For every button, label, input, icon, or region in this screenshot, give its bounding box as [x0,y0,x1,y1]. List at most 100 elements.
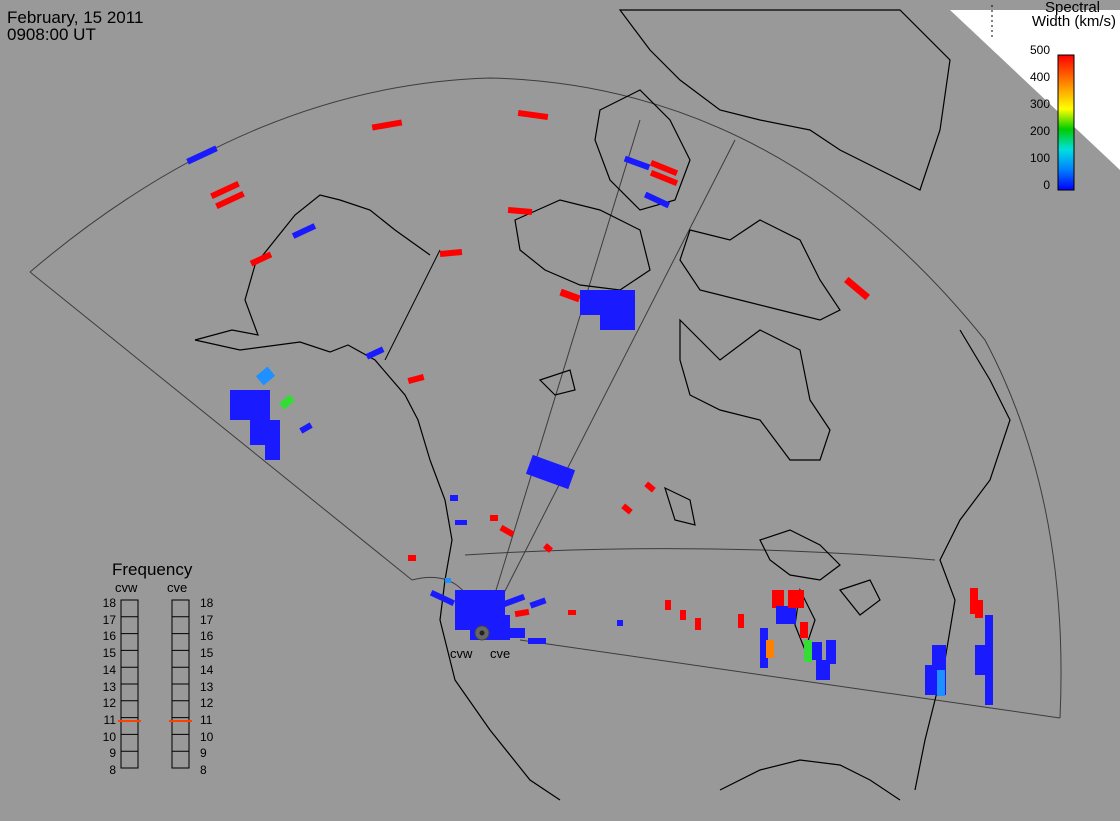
backscatter-cell [738,614,744,628]
coast-west [429,459,561,801]
radar-site-label-cve: cve [490,646,511,661]
great-lake-huron [838,579,881,616]
backscatter-cell [600,310,635,330]
coast-gulf [719,759,901,801]
backscatter-cell [816,660,830,680]
backscatter-cell [800,622,808,638]
freq-tick-right: 17 [200,612,214,627]
backscatter-cell [439,249,463,257]
backscatter-cell [665,600,671,610]
backscatter-cell [649,169,679,187]
freq-tick-right: 14 [200,662,214,677]
colorbar-tick: 400 [1029,70,1050,84]
fov-right-edge [519,639,1061,719]
backscatter-cell [772,590,784,608]
colorbar [1057,54,1075,191]
freq-tick-left: 15 [102,646,116,661]
backscatter-cell [255,366,276,386]
backscatter-cell [543,543,553,553]
backscatter-cell [249,251,273,267]
backscatter-cell [975,645,993,675]
colorbar-tick: 300 [1029,97,1050,111]
backscatter-cell [812,642,822,660]
great-lake-superior [759,529,841,581]
backscatter-cell [507,206,533,216]
freq-tick-right: 10 [200,729,214,744]
time-label: 0908:00 UT [7,25,96,44]
backscatter-cell [291,223,317,239]
freq-tick-right: 9 [200,746,207,761]
coast-hudson-bay [679,318,831,461]
coast-arctic-island-1 [514,199,651,291]
backscatter-cell [788,590,798,608]
freq-tick-left: 18 [102,596,116,610]
freq-tick-left: 8 [109,763,116,777]
backscatter-cell [450,495,458,501]
field-of-view [29,77,1062,719]
backscatter-cell [559,288,581,303]
border-alaska [384,249,441,361]
coastlines [194,9,1011,801]
coast-east [914,329,1011,791]
backscatter-cell [776,606,796,624]
backscatter-cell [529,597,547,609]
backscatter-cell [490,515,498,521]
backscatter-cell [186,145,218,165]
freq-radar-label-cvw: cvw [115,580,138,595]
date-label: February, 15 2011 [7,8,144,27]
beam-divider-1 [481,139,736,637]
backscatter-cell [649,159,679,177]
fov-outer-arc [29,77,1062,719]
backscatter-cell [230,390,270,420]
backscatter-cell [617,620,623,626]
freq-tick-right: 13 [200,679,214,694]
great-bear-lake [538,369,576,396]
freq-radar-label-cve: cve [167,580,188,595]
backscatter-cell [499,524,515,538]
backscatter-cell [695,618,701,630]
freq-tick-left: 12 [102,696,116,711]
backscatter-cell [844,276,870,301]
backscatter-cell [975,600,983,618]
freq-tick-right: 11 [200,712,213,727]
backscatter-cell [568,610,576,615]
projection-corner [950,10,1120,170]
backscatter-cell [210,180,240,200]
backscatter-cell [445,578,451,583]
backscatter-cell [429,589,456,607]
freq-tick-right: 8 [200,763,207,777]
backscatter-cell [299,422,313,434]
backscatter-cell [804,640,812,662]
freq-tick-left: 14 [102,662,116,677]
backscatter-cell [215,190,245,210]
freq-tick-left: 17 [102,612,116,627]
coast-greenland [618,9,951,191]
backscatter-cell [265,440,280,460]
colorbar-tick: 100 [1029,151,1050,165]
backscatter-cell [408,555,416,561]
backscatter-cell [499,593,526,609]
backscatter-cell [371,119,403,131]
coast-baffin [679,219,841,321]
colorbar-tick: 500 [1029,43,1050,57]
backscatter-cell [279,394,295,410]
freq-tick-left: 9 [109,746,116,761]
radar-site-center [479,630,485,636]
backscatter-cell [766,640,774,658]
freq-tick-right: 16 [200,629,214,644]
coast-alaska [194,194,431,461]
backscatter-cell [623,155,651,171]
freq-tick-left: 16 [102,629,116,644]
backscatter-data [186,109,993,705]
frequency-title: Frequency [112,560,193,579]
freq-tick-right: 12 [200,696,214,711]
colorbar-title-line1: Spectral [1044,0,1100,16]
freq-tick-right: 18 [200,596,214,610]
lake-winnipeg [664,486,696,526]
colorbar-tick: 0 [1043,178,1050,192]
freq-tick-left: 11 [103,712,116,727]
backscatter-cell [970,588,978,614]
freq-tick-left: 10 [102,729,116,744]
